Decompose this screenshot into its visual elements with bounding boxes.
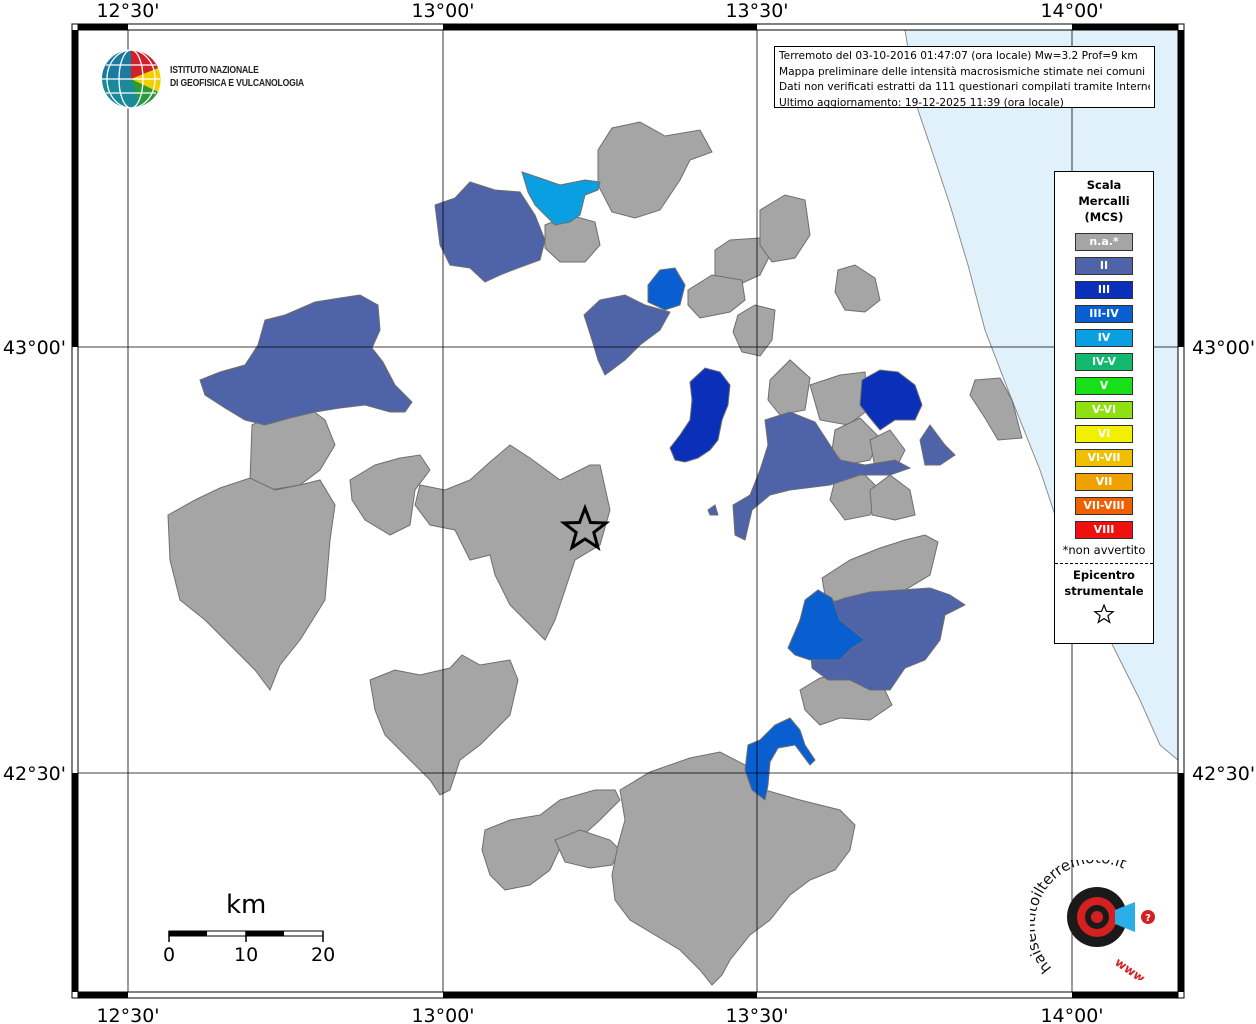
municipality-area	[707, 504, 719, 516]
municipality-area	[669, 367, 731, 463]
legend-swatch: IV	[1075, 329, 1133, 347]
legend-divider	[1055, 563, 1153, 564]
hsi-url-text: www.	[1112, 955, 1150, 980]
lon-label-bottom: 12°30'	[96, 1005, 159, 1024]
lon-label-bottom: 14°00'	[1040, 1005, 1103, 1024]
municipality-area	[744, 717, 816, 801]
megaphone-icon	[1115, 902, 1135, 932]
municipality-area	[414, 444, 611, 641]
legend-swatch: IV-V	[1075, 353, 1133, 371]
lon-label-bottom: 13°00'	[411, 1005, 474, 1024]
legend-epicenter-line: strumentale	[1064, 584, 1144, 598]
legend-title: Scala Mercalli (MCS)	[1055, 177, 1153, 225]
intensity-legend: Scala Mercalli (MCS) n.a.* II III III-IV IV I…	[1054, 171, 1154, 644]
hsi-logo: ? haisentitoilterremoto.it www.	[1021, 849, 1170, 988]
svg-text:?: ?	[1145, 913, 1151, 924]
legend-swatch: II	[1075, 257, 1133, 275]
municipality-area	[767, 359, 811, 416]
municipality-area	[919, 424, 956, 466]
municipality-area	[809, 587, 966, 691]
legend-swatch: V	[1075, 377, 1133, 395]
lon-label-bottom: 13°30'	[725, 1005, 788, 1024]
municipalities-intensity-III	[669, 367, 923, 463]
legend-swatches: n.a.* II III III-IV IV IV-V V V-VI VI VI-VII VII VI…	[1055, 233, 1153, 539]
event-info-line: Terremoto del 03-10-2016 01:47:07 (ora l…	[779, 50, 1138, 62]
municipality-area	[647, 267, 686, 311]
municipality-area	[732, 304, 776, 357]
municipality-area	[481, 789, 621, 891]
legend-swatch: VI-VII	[1075, 449, 1133, 467]
municipality-area	[969, 377, 1023, 441]
ingv-name: ISTITUTO NAZIONALE DI GEOFISICA E VULCAN…	[170, 64, 304, 90]
municipality-area	[687, 274, 746, 319]
lon-label-top: 13°30'	[725, 0, 788, 22]
data-source-line: Dati non verificati estratti da 111 ques…	[779, 81, 1150, 93]
epicenter-star-icon	[559, 503, 611, 551]
legend-swatch: III	[1075, 281, 1133, 299]
ingv-name-line1: ISTITUTO NAZIONALE	[170, 64, 259, 76]
municipality-area	[834, 264, 881, 313]
lat-label-right: 43°00'	[1192, 337, 1255, 359]
municipalities-not-felt	[167, 121, 1023, 986]
scale-tick-label: 20	[311, 944, 336, 966]
ingv-logo: ISTITUTO NAZIONALE DI GEOFISICA E VULCAN…	[100, 46, 320, 112]
legend-note: *non avvertito	[1062, 543, 1146, 557]
municipality-area	[597, 121, 713, 219]
municipality-area	[434, 181, 546, 283]
legend-swatch: VII	[1075, 473, 1133, 491]
municipality-area	[521, 171, 601, 226]
legend-swatch: VII-VIII	[1075, 497, 1133, 515]
scale-bar-graphic	[168, 930, 324, 942]
lat-label-left: 42°30'	[3, 763, 66, 785]
municipality-area	[349, 454, 431, 536]
legend-title-line: Scala	[1086, 178, 1122, 192]
event-info-box: Terremoto del 03-10-2016 01:47:07 (ora l…	[774, 46, 1155, 108]
municipality-area	[787, 589, 866, 661]
globe-icon	[102, 49, 161, 109]
legend-swatch: V-VI	[1075, 401, 1133, 419]
lon-label-top: 12°30'	[96, 0, 159, 22]
map-frame	[71, 23, 1185, 999]
municipalities-intensity-II	[199, 181, 966, 691]
lon-label-top: 14°00'	[1040, 0, 1103, 22]
lat-label-left: 43°00'	[3, 337, 66, 359]
legend-swatch: VI	[1075, 425, 1133, 443]
municipality-area	[859, 369, 923, 431]
municipalities-intensity-III-IV	[647, 267, 866, 801]
scale-bar: km 0 10 20	[160, 890, 350, 970]
map-description-line: Mappa preliminare delle intensità macros…	[779, 65, 1146, 78]
scale-tick-label: 0	[163, 944, 176, 966]
municipality-area	[583, 294, 671, 376]
legend-swatch: VIII	[1075, 521, 1133, 539]
legend-swatch: III-IV	[1075, 305, 1133, 323]
legend-swatch: n.a.*	[1075, 233, 1133, 251]
last-update-line: Ultimo aggiornamento: 19-12-2025 11:39 (…	[779, 96, 1064, 108]
lat-label-right: 42°30'	[1192, 763, 1255, 785]
municipality-area	[732, 411, 912, 541]
lon-label-top: 13°00'	[411, 0, 474, 22]
municipality-area	[369, 654, 519, 796]
scale-unit: km	[226, 890, 267, 920]
legend-title-line: (MCS)	[1084, 210, 1124, 224]
municipality-area	[759, 194, 811, 263]
legend-star-icon	[1055, 603, 1153, 629]
legend-epicenter-line: Epicentro	[1073, 568, 1135, 582]
ingv-name-line2: DI GEOFISICA E VULCANOLOGIA	[170, 77, 304, 89]
municipalities-intensity-IV	[521, 171, 601, 226]
question-icon	[1141, 910, 1155, 924]
scale-tick-label: 10	[234, 944, 259, 966]
legend-epicenter-label: Epicentro strumentale	[1055, 567, 1153, 599]
municipality-area	[199, 294, 413, 426]
municipality-area	[167, 477, 336, 692]
legend-title-line: Mercalli	[1078, 194, 1130, 208]
